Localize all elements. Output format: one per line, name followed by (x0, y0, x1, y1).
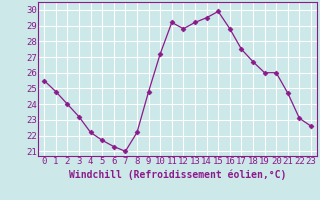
X-axis label: Windchill (Refroidissement éolien,°C): Windchill (Refroidissement éolien,°C) (69, 169, 286, 180)
